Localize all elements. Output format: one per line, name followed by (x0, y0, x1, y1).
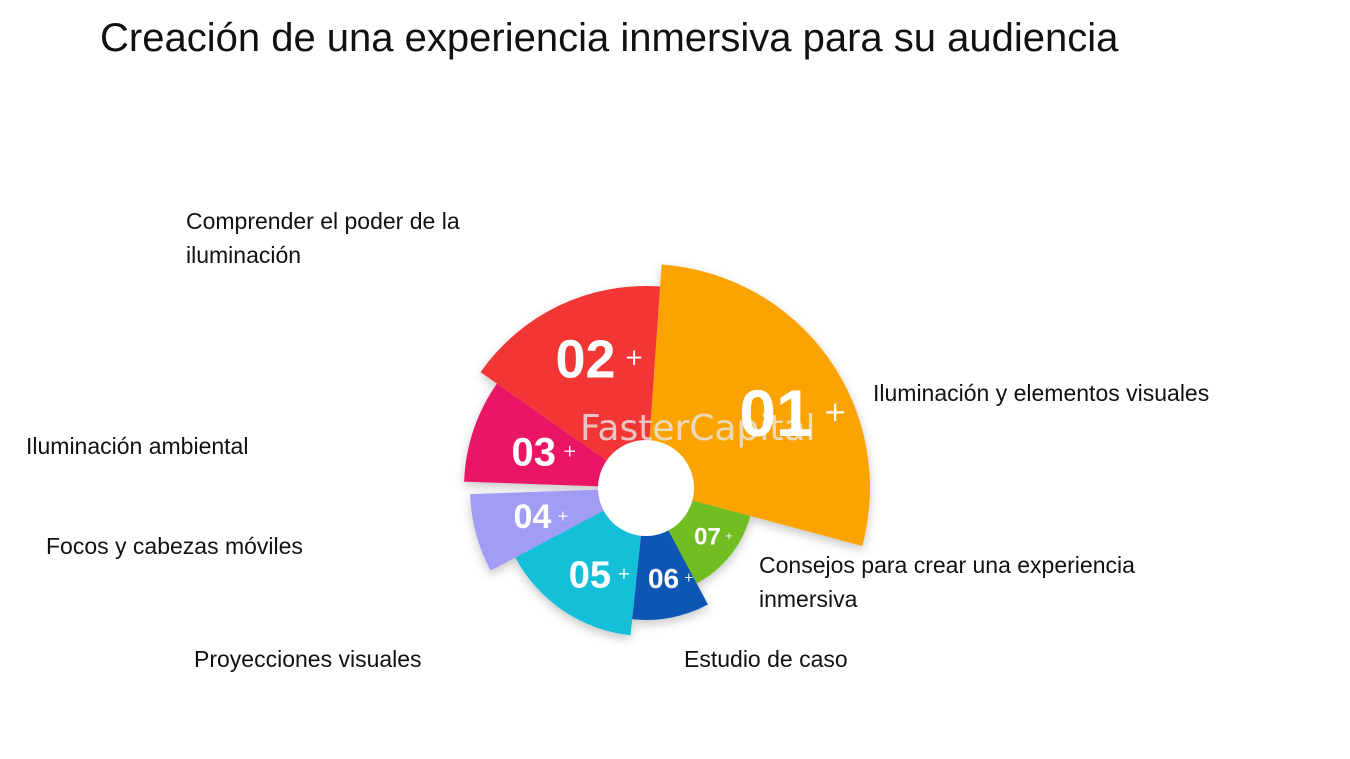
watermark-text: FasterCapital (580, 408, 816, 449)
label-01: Iluminación y elementos visuales (873, 380, 1210, 406)
plus-icon: + (725, 531, 733, 542)
segment-03 (464, 383, 646, 488)
label-03: Iluminación ambiental (26, 433, 249, 459)
segment-number-07: 07 (694, 523, 721, 550)
segment-02 (480, 286, 661, 488)
plus-icon: + (823, 395, 846, 428)
label-05: Proyecciones visuales (194, 646, 422, 672)
watermark: FasterCapital (580, 408, 816, 449)
plus-icon: + (557, 508, 569, 524)
label-07: Consejos para crear una experiencia inme… (759, 552, 1135, 612)
label-02: Comprender el poder de la iluminación (186, 208, 460, 268)
plus-icon: + (563, 441, 577, 461)
wheel-center-hole (598, 440, 694, 536)
segment-01 (646, 264, 870, 546)
segment-number-06: 06 (648, 563, 679, 594)
segment-number-05: 05 (569, 555, 611, 597)
plus-icon: + (684, 571, 694, 585)
label-06: Estudio de caso (684, 646, 848, 672)
label-04: Focos y cabezas móviles (46, 533, 303, 559)
plus-icon: + (617, 564, 630, 583)
segment-number-03: 03 (512, 431, 557, 475)
segment-04 (470, 488, 646, 571)
segment-number-02: 02 (556, 329, 616, 389)
segment-number-01: 01 (739, 376, 812, 450)
segment-number-04: 04 (514, 498, 552, 536)
plus-icon: + (624, 345, 643, 371)
page-title: Creación de una experiencia inmersiva pa… (100, 16, 1119, 60)
segment-05 (515, 488, 646, 636)
